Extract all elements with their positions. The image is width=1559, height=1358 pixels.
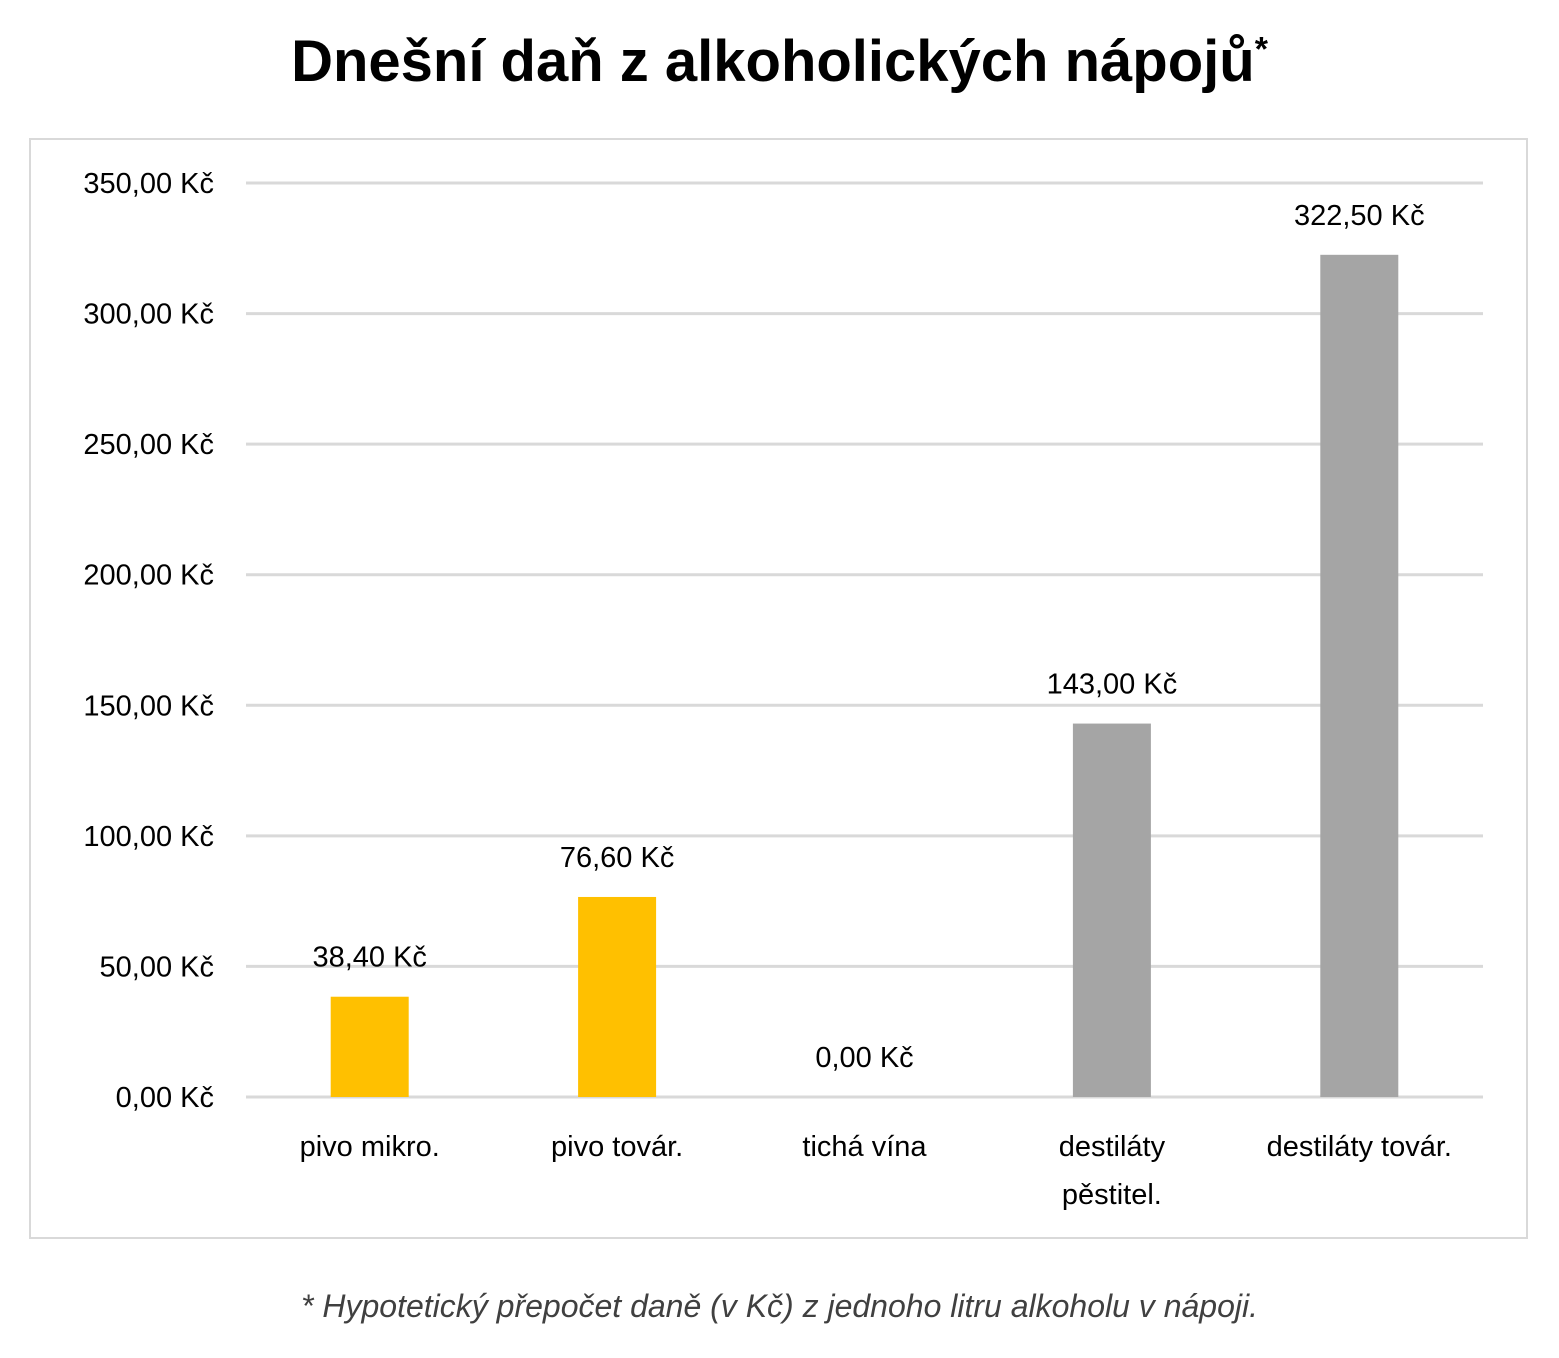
- chart-title: Dnešní daň z alkoholických nápojů*: [0, 28, 1559, 95]
- category-label-4: destiláty továr.: [1267, 1131, 1452, 1163]
- category-label-0: pivo mikro.: [300, 1131, 440, 1163]
- data-label-1: 76,60 Kč: [560, 842, 674, 874]
- y-tick-label-2: 100,00 Kč: [83, 821, 214, 853]
- bar-3: [1072, 723, 1151, 1097]
- y-tick-label-0: 0,00 Kč: [116, 1082, 214, 1114]
- bar-1: [578, 896, 657, 1097]
- bar-4: [1320, 254, 1399, 1098]
- y-tick-label-4: 200,00 Kč: [83, 560, 214, 592]
- gridlines: [246, 181, 1483, 1099]
- category-label-3-line-1: pěstitel.: [1062, 1179, 1162, 1211]
- bar-0: [330, 996, 409, 1097]
- y-tick-label-1: 50,00 Kč: [100, 951, 214, 983]
- chart-title-text: Dnešní daň z alkoholických nápojů: [291, 29, 1255, 94]
- category-label-1: pivo továr.: [551, 1131, 683, 1163]
- category-labels: pivo mikro. pivo továr. tichá vína destilát…: [300, 1131, 1452, 1211]
- data-labels: 38,40 Kč 76,60 Kč 0,00 Kč 143,00 Kč 322,50 K…: [312, 200, 1424, 1074]
- y-tick-label-3: 150,00 Kč: [83, 690, 214, 722]
- data-label-4: 322,50 Kč: [1294, 200, 1425, 232]
- data-label-3: 143,00 Kč: [1047, 669, 1178, 701]
- y-tick-label-7: 350,00 Kč: [83, 168, 214, 200]
- chart-frame: [29, 138, 1528, 1239]
- data-label-2: 0,00 Kč: [815, 1042, 913, 1074]
- bars: [330, 254, 1399, 1098]
- footnote: * Hypotetický přepočet daně (v Kč) z jed…: [301, 1288, 1258, 1324]
- data-label-0: 38,40 Kč: [312, 942, 426, 974]
- y-axis-tick-labels: 0,00 Kč 50,00 Kč 100,00 Kč 150,00 Kč 200,00 …: [83, 168, 214, 1114]
- title-footnote-marker: *: [1254, 30, 1268, 69]
- y-tick-label-6: 300,00 Kč: [83, 299, 214, 331]
- category-label-2: tichá vína: [802, 1131, 927, 1163]
- category-label-3-line-0: destiláty: [1059, 1131, 1166, 1163]
- y-tick-label-5: 250,00 Kč: [83, 429, 214, 461]
